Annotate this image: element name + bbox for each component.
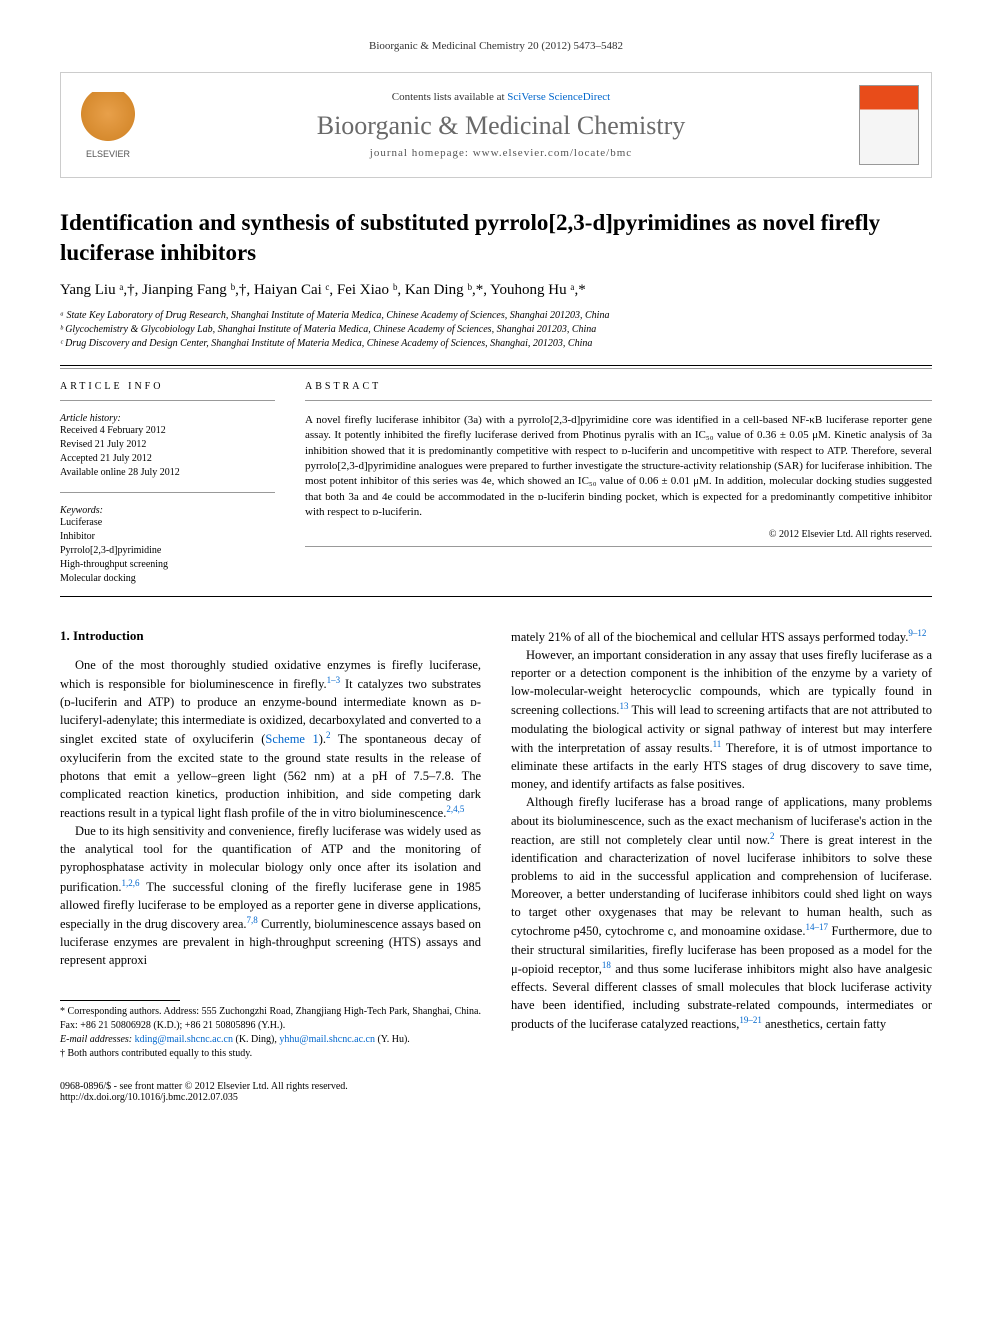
elsevier-tree-icon xyxy=(78,92,138,147)
keyword: High-throughput screening xyxy=(60,558,275,572)
history-label: Article history: xyxy=(60,413,275,424)
page-root: Bioorganic & Medicinal Chemistry 20 (201… xyxy=(0,0,992,1143)
rule xyxy=(60,368,932,369)
scheme-link[interactable]: Scheme 1 xyxy=(265,732,318,746)
rule xyxy=(60,492,275,493)
paragraph: Due to its high sensitivity and convenie… xyxy=(60,822,481,969)
section-heading: 1. Introduction xyxy=(60,627,481,646)
elsevier-label: ELSEVIER xyxy=(86,149,130,159)
text: ). xyxy=(319,732,326,746)
sciverse-link[interactable]: SciVerse ScienceDirect xyxy=(507,91,610,103)
journal-cover-thumb xyxy=(859,85,919,165)
rule xyxy=(305,400,932,401)
citation-link[interactable]: 1,2,6 xyxy=(121,878,139,888)
contents-prefix: Contents lists available at xyxy=(392,91,507,103)
elsevier-logo: ELSEVIER xyxy=(73,85,143,165)
doi-link[interactable]: http://dx.doi.org/10.1016/j.bmc.2012.07.… xyxy=(60,1092,348,1103)
footnote-equal: † Both authors contributed equally to th… xyxy=(60,1047,481,1061)
paragraph: mately 21% of all of the biochemical and… xyxy=(511,627,932,646)
journal-name: Bioorganic & Medicinal Chemistry xyxy=(143,111,859,141)
homepage-line: journal homepage: www.elsevier.com/locat… xyxy=(143,147,859,159)
rule xyxy=(60,365,932,366)
running-header: Bioorganic & Medicinal Chemistry 20 (201… xyxy=(60,40,932,52)
email-label: E-mail addresses: xyxy=(60,1034,135,1045)
footnote-corresponding: * Corresponding authors. Address: 555 Zu… xyxy=(60,1005,481,1033)
abstract-text: A novel firefly luciferase inhibitor (3a… xyxy=(305,413,932,521)
keywords-label: Keywords: xyxy=(60,505,275,516)
homepage-url: www.elsevier.com/locate/bmc xyxy=(473,147,632,159)
citation-link[interactable]: 19–21 xyxy=(739,1015,762,1025)
paragraph: However, an important consideration in a… xyxy=(511,646,932,793)
affiliation: ᵇ Glycochemistry & Glycobiology Lab, Sha… xyxy=(60,323,932,337)
homepage-prefix: journal homepage: xyxy=(370,147,473,159)
citation-link[interactable]: 9–12 xyxy=(908,628,926,638)
rule xyxy=(60,596,932,597)
affiliation: ᶜ Drug Discovery and Design Center, Shan… xyxy=(60,337,932,351)
contents-line: Contents lists available at SciVerse Sci… xyxy=(143,91,859,103)
history-line: Received 4 February 2012 xyxy=(60,424,275,438)
text: mately 21% of all of the biochemical and… xyxy=(511,630,908,644)
text: anesthetics, certain fatty xyxy=(762,1018,886,1032)
bottom-bar: 0968-0896/$ - see front matter © 2012 El… xyxy=(60,1081,932,1103)
citation-link[interactable]: 2,4,5 xyxy=(446,804,464,814)
keyword: Luciferase xyxy=(60,516,275,530)
article-title: Identification and synthesis of substitu… xyxy=(60,208,932,268)
rule xyxy=(305,546,932,547)
text: There is great interest in the identific… xyxy=(511,833,932,939)
abstract-label: abstract xyxy=(305,381,932,392)
keyword: Molecular docking xyxy=(60,572,275,586)
citation-link[interactable]: 14–17 xyxy=(805,922,828,932)
paragraph: One of the most thoroughly studied oxida… xyxy=(60,656,481,823)
author-list: Yang Liu ᵃ,†, Jianping Fang ᵇ,†, Haiyan … xyxy=(60,282,932,299)
left-column: 1. Introduction One of the most thorough… xyxy=(60,627,481,1061)
affiliations: ᵃ State Key Laboratory of Drug Research,… xyxy=(60,309,932,351)
paragraph: Although firefly luciferase has a broad … xyxy=(511,793,932,1033)
keyword: Pyrrolo[2,3-d]pyrimidine xyxy=(60,544,275,558)
body-columns: 1. Introduction One of the most thorough… xyxy=(60,627,932,1061)
text: (Y. Hu). xyxy=(375,1034,410,1045)
banner-center: Contents lists available at SciVerse Sci… xyxy=(143,91,859,159)
info-abstract-row: article info Article history: Received 4… xyxy=(60,381,932,586)
rule xyxy=(60,400,275,401)
citation-link[interactable]: 18 xyxy=(602,960,611,970)
abstract: abstract A novel firefly luciferase inhi… xyxy=(305,381,932,586)
history-line: Available online 28 July 2012 xyxy=(60,466,275,480)
history-line: Accepted 21 July 2012 xyxy=(60,452,275,466)
email-link[interactable]: kding@mail.shcnc.ac.cn xyxy=(135,1034,233,1045)
text: (K. Ding), xyxy=(233,1034,279,1045)
front-matter: 0968-0896/$ - see front matter © 2012 El… xyxy=(60,1081,348,1092)
keyword: Inhibitor xyxy=(60,530,275,544)
footnote-emails: E-mail addresses: kding@mail.shcnc.ac.cn… xyxy=(60,1033,481,1047)
citation-link[interactable]: 1–3 xyxy=(327,675,341,685)
footnote-rule xyxy=(60,1000,180,1001)
article-info: article info Article history: Received 4… xyxy=(60,381,275,586)
info-label: article info xyxy=(60,381,275,392)
email-link[interactable]: yhhu@mail.shcnc.ac.cn xyxy=(279,1034,375,1045)
history-line: Revised 21 July 2012 xyxy=(60,438,275,452)
footnotes: * Corresponding authors. Address: 555 Zu… xyxy=(60,1005,481,1061)
journal-banner: ELSEVIER Contents lists available at Sci… xyxy=(60,72,932,178)
bottom-left: 0968-0896/$ - see front matter © 2012 El… xyxy=(60,1081,348,1103)
citation-link[interactable]: 11 xyxy=(713,739,722,749)
affiliation: ᵃ State Key Laboratory of Drug Research,… xyxy=(60,309,932,323)
right-column: mately 21% of all of the biochemical and… xyxy=(511,627,932,1061)
abstract-copyright: © 2012 Elsevier Ltd. All rights reserved… xyxy=(305,529,932,540)
citation-link[interactable]: 7,8 xyxy=(247,915,258,925)
